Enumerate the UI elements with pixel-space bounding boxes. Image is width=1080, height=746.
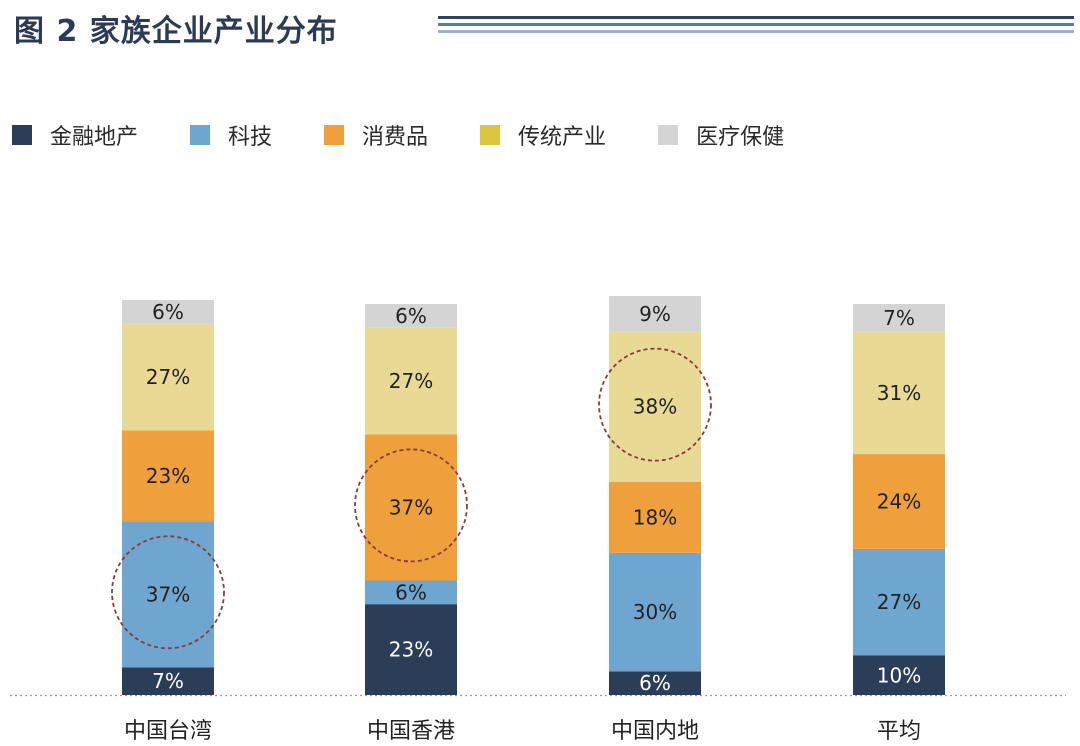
data-label: 27% [146,365,190,389]
legend-item-0: 金融地产 [12,119,138,151]
highlight-circle [354,448,468,563]
highlight-circle [111,535,225,650]
category-label: 中国台湾 [124,719,212,744]
legend-swatch [658,125,679,145]
bar-segment [365,580,457,605]
data-label: 27% [877,590,921,614]
bar-segment [853,331,945,455]
data-label: 6% [395,304,427,328]
legend-swatch [12,125,32,145]
bar-segment [853,303,945,332]
legend-swatch [190,125,211,145]
bar-segment [853,548,945,656]
data-label: 9% [639,302,671,326]
deco-line-2 [438,23,1074,26]
data-label: 6% [395,580,427,604]
bar-segment [609,671,701,695]
highlight-circle [598,347,712,462]
category-label: 中国香港 [367,719,455,744]
data-label: 23% [146,464,190,488]
bar-segment [609,331,701,482]
bar-segment [122,430,214,522]
bar-segment [122,300,214,324]
legend-label: 医疗保健 [696,125,785,150]
legend-item-4: 医疗保健 [658,119,784,151]
chart-legend: 金融地产 科技 消费品 传统产业 医疗保健 [12,120,836,150]
data-label: 38% [633,395,677,419]
category-label: 中国内地 [611,719,699,744]
data-label: 10% [877,663,921,687]
data-label: 24% [877,489,921,513]
legend-item-3: 传统产业 [480,119,606,151]
bar-segment [609,481,701,553]
legend-item-2: 消费品 [324,119,428,151]
data-label: 37% [389,495,433,519]
bar-segment [122,323,214,431]
category-label: 平均 [877,719,921,744]
data-label: 7% [152,669,184,693]
legend-swatch [324,125,345,145]
legend-label: 传统产业 [518,125,607,150]
bar-segment [853,454,945,549]
title-decoration-lines [438,16,1074,42]
bar-segment [365,303,457,328]
deco-line-3 [438,30,1074,33]
bar-segment [365,327,457,435]
legend-label: 科技 [228,125,273,150]
data-label: 23% [389,638,433,662]
legend-item-1: 科技 [190,119,272,151]
page-title: 图 2 家族企业产业分布 [14,14,338,49]
data-label: 30% [633,600,677,624]
data-label: 18% [633,505,677,529]
bar-segment [122,667,214,695]
data-label: 37% [146,582,190,606]
data-label: 31% [877,381,921,405]
legend-label: 消费品 [362,125,429,150]
legend-label: 金融地产 [50,125,139,150]
bar-segment [853,655,945,695]
deco-line-1 [438,16,1074,19]
data-label: 27% [389,369,433,393]
data-label: 6% [152,300,184,324]
data-label: 7% [883,306,915,330]
bar-segment [609,296,701,332]
data-label: 6% [639,671,671,695]
bar-segment [365,604,457,695]
legend-swatch [480,125,501,145]
bar-segment [609,552,701,672]
